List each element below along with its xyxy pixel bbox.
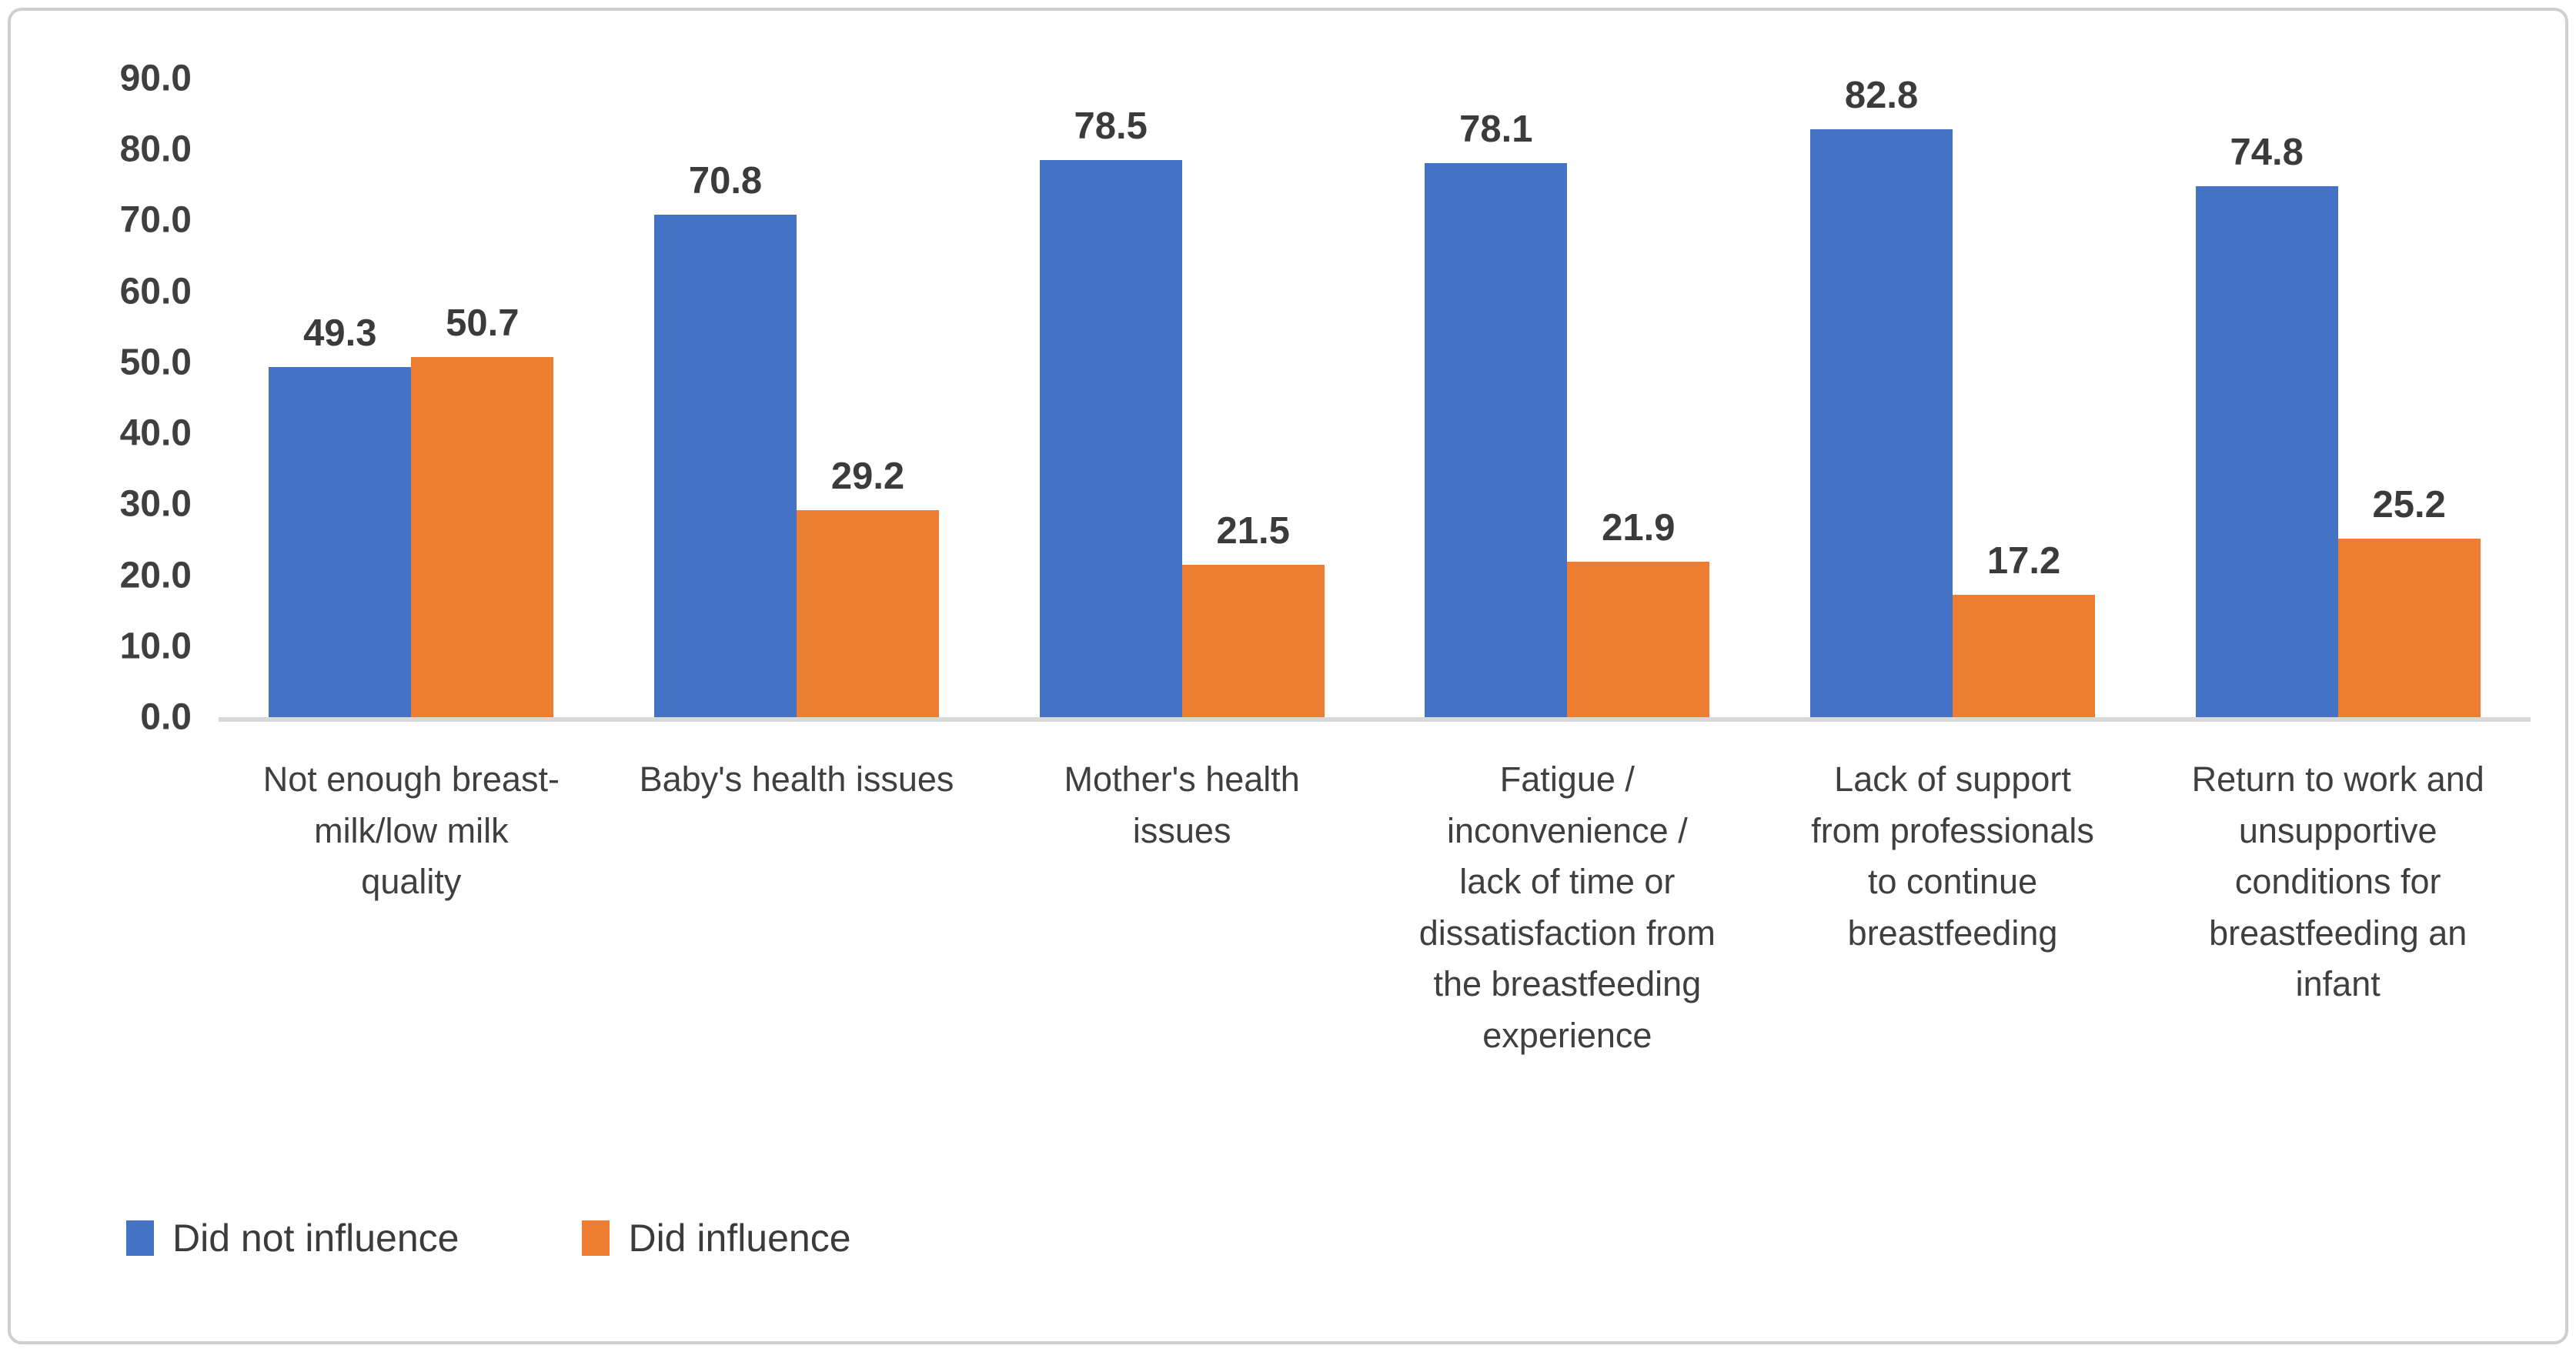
plot-wrap: 49.3 50.7 70.8 29.2 78.5 21.5 78.1 21.9 82.8 17.2… [219,75,2531,1062]
bar-value-label: 78.1 [1459,108,1533,150]
category-label: Not enough breast- milk/low milk quality [262,759,560,902]
category-label: Return to work and unsupportive conditio… [2191,759,2484,1004]
bar-did-influence: 21.5 [1181,510,1325,717]
bar-group: 78.1 21.9 [1375,78,1760,717]
y-axis-tick-label: 30.0 [119,483,192,525]
bar-did-not-influence: 78.1 [1425,108,1568,717]
bar-did-influence: 29.2 [797,456,939,717]
bar-value-label: 29.2 [830,455,905,497]
chart-frame: 90.0 80.0 70.0 60.0 50.0 40.0 30.0 20.0 10.0 0.0 … [8,8,2568,1344]
legend-item-did-not-influence: Did not influence [126,1216,459,1260]
bar-did-influence: 17.2 [1953,540,2096,717]
plot-row: 90.0 80.0 70.0 60.0 50.0 40.0 30.0 20.0 10.0 0.0 … [53,58,2531,1062]
legend-label-did-influence: Did influence [628,1216,851,1260]
bar-group: 78.5 21.5 [989,78,1375,717]
legend-item-did-influence: Did influence [582,1216,851,1260]
bar-value-label: 21.9 [1602,507,1676,549]
bar-chart: 90.0 80.0 70.0 60.0 50.0 40.0 30.0 20.0 10.0 0.0 … [53,58,2531,1260]
y-axis-tick-label: 90.0 [119,58,192,99]
bar-did-not-influence: 78.5 [1039,105,1182,717]
bar-value-label: 25.2 [2372,483,2446,526]
bar-value-label: 82.8 [1844,75,1919,117]
y-axis-tick-label: 70.0 [119,199,192,241]
category-labels: Not enough breast- milk/low milk quality… [219,722,2531,1062]
bar-group: 74.8 25.2 [2145,78,2531,717]
bar-did-not-influence: 74.8 [2195,132,2338,717]
y-axis: 90.0 80.0 70.0 60.0 50.0 40.0 30.0 20.0 10.0 0.0 [53,58,219,738]
y-axis-tick-label: 20.0 [119,555,192,596]
bar-did-influence: 25.2 [2337,484,2481,717]
bar-value-label: 74.8 [2230,132,2304,174]
bar-group: 82.8 17.2 [1760,75,2146,717]
bar-did-influence: 21.9 [1567,507,1710,717]
legend: Did not influence Did influence [126,1216,2531,1260]
bar-did-not-influence: 49.3 [269,312,412,717]
y-axis-tick-label: 0.0 [140,696,192,738]
bar-value-label: 49.3 [303,312,377,355]
y-axis-tick-label: 80.0 [119,129,192,170]
category-label: Lack of support from professionals to co… [1811,759,2094,953]
bar-group: 70.8 29.2 [604,78,990,717]
legend-swatch-did-not-influence [126,1220,154,1256]
y-axis-tick-label: 10.0 [119,626,192,667]
bar-value-label: 70.8 [688,160,763,202]
y-axis-tick-label: 40.0 [119,412,192,454]
bar-value-label: 78.5 [1074,105,1148,148]
y-axis-tick-label: 60.0 [119,271,192,312]
y-axis-tick-label: 50.0 [119,342,192,383]
category-label: Fatigue / inconvenience / lack of time o… [1418,759,1716,1055]
bar-group: 49.3 50.7 [219,78,604,717]
legend-label-did-not-influence: Did not influence [172,1216,459,1260]
bar-did-not-influence: 70.8 [654,160,797,717]
bar-value-label: 21.5 [1216,509,1290,552]
bar-value-label: 50.7 [446,302,520,345]
bar-did-influence: 50.7 [411,302,554,717]
bar-value-label: 17.2 [1986,540,2061,583]
bar-did-not-influence: 82.8 [1810,75,1953,717]
category-label: Baby's health issues [639,759,954,799]
category-label: Mother's health issues [1064,759,1300,850]
legend-swatch-did-influence [582,1220,610,1256]
plot-area: 49.3 50.7 70.8 29.2 78.5 21.5 78.1 21.9 82.8 17.2… [219,75,2531,722]
